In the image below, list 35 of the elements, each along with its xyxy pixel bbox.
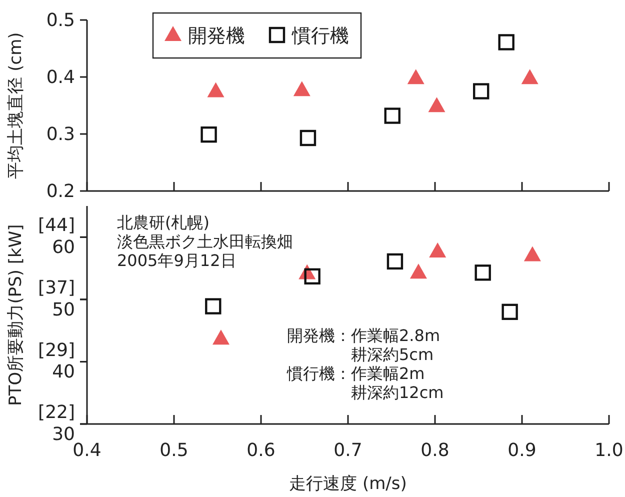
point bbox=[521, 69, 538, 84]
y2-tick-label: 30 bbox=[52, 424, 75, 445]
y-axis-title: 平均土塊直径 (cm) bbox=[6, 32, 26, 179]
legend-label: 開発機 bbox=[188, 25, 245, 47]
x-tick-label: 0.7 bbox=[334, 440, 362, 461]
point bbox=[407, 69, 424, 84]
y-tick-label: [29] bbox=[38, 340, 75, 361]
x-tick-label: 0.8 bbox=[420, 440, 450, 461]
x-tick-label: 1.0 bbox=[594, 440, 624, 461]
annotation: 開発機：作業幅2.8m 耕深約5cm 慣行機：作業幅2m 耕深約12cm bbox=[286, 326, 444, 402]
y-axis-title: PTO所要動力(PS) [kW] bbox=[6, 224, 26, 406]
legend-label: 慣行機 bbox=[291, 25, 349, 47]
x-tick-label: 0.9 bbox=[508, 440, 536, 461]
y-tick-label: 0.3 bbox=[46, 124, 75, 145]
y-tick-label: 0.4 bbox=[46, 67, 75, 88]
point bbox=[384, 108, 400, 124]
point bbox=[207, 82, 224, 98]
point bbox=[473, 83, 490, 100]
point bbox=[300, 130, 316, 146]
y-tick-label: [22] bbox=[38, 402, 75, 423]
y2-tick-label: 50 bbox=[52, 299, 75, 320]
point bbox=[200, 126, 217, 143]
y2-tick-label: 60 bbox=[52, 237, 75, 258]
y-tick-label: [44] bbox=[38, 215, 75, 236]
x-axis-title: 走行速度 (m/s) bbox=[289, 474, 407, 494]
x-tick-label: 0.6 bbox=[246, 440, 276, 461]
y-tick-label: 0.2 bbox=[46, 181, 75, 202]
point bbox=[428, 97, 446, 112]
x-tick-label: 0.4 bbox=[72, 440, 102, 461]
x-tick-label: 0.5 bbox=[160, 440, 188, 461]
point bbox=[293, 81, 310, 96]
y-tick-label: 0.5 bbox=[46, 10, 75, 31]
annotation: 北農研(札幌) 淡色黒ボク土水田転換畑 2005年9月12日 bbox=[117, 213, 293, 270]
y2-tick-label: 40 bbox=[52, 362, 75, 383]
y-tick-label: [37] bbox=[38, 277, 75, 298]
